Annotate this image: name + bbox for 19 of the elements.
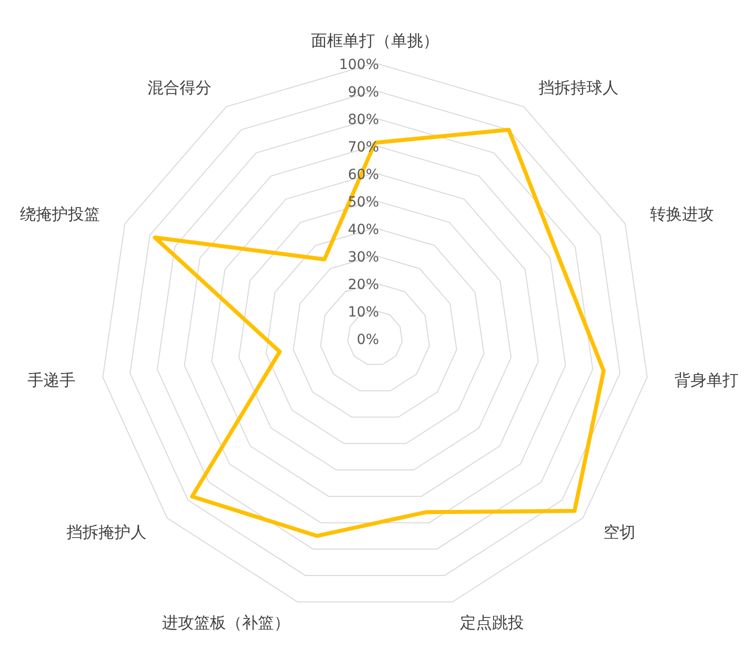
spoke-label: 绕掩护投篮	[20, 204, 100, 224]
spoke-label: 进攻篮板（补篮）	[162, 612, 290, 632]
spoke-label: 背身单打	[674, 370, 738, 390]
spoke-label: 挡拆持球人	[538, 78, 619, 98]
spoke-label: 定点跳投	[460, 612, 524, 632]
y-tick-label: 30%	[348, 250, 379, 266]
y-tick-label: 20%	[348, 277, 379, 293]
y-tick-label: 100%	[338, 57, 379, 73]
y-tick-label: 90%	[348, 84, 379, 100]
spoke-label: 挡拆掩护人	[66, 522, 146, 542]
y-tick-label: 40%	[348, 222, 379, 238]
spoke-label: 面框单打（单挑）	[311, 31, 439, 50]
y-tick-label: 0%	[356, 332, 379, 348]
spoke-label: 手递手	[28, 370, 76, 390]
y-tick-label: 10%	[348, 304, 379, 320]
y-tick-label: 80%	[348, 112, 379, 128]
spoke-label: 转换进攻	[650, 204, 714, 224]
spoke-label: 空切	[604, 522, 636, 542]
spoke-label: 混合得分	[147, 78, 212, 98]
